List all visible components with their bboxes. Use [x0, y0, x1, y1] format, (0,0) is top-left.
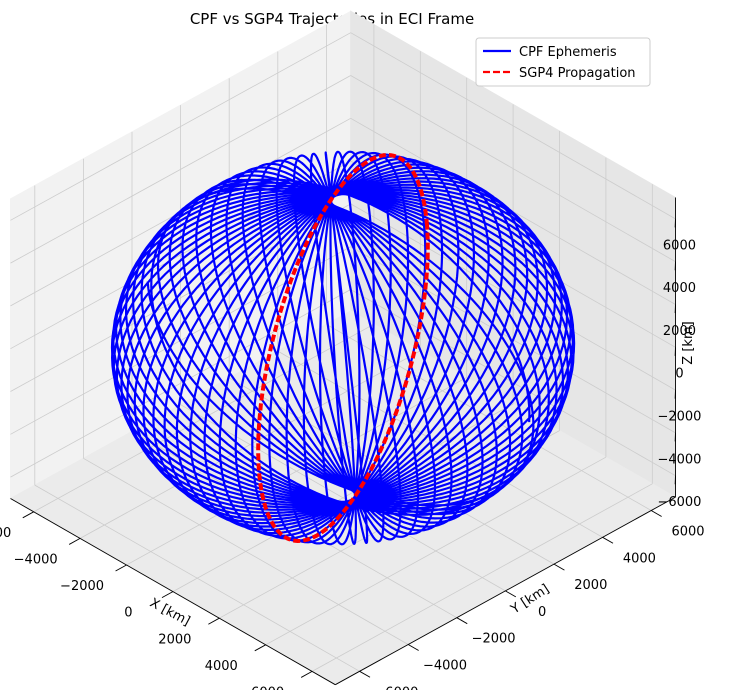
legend: CPF Ephemeris SGP4 Propagation	[475, 37, 651, 87]
y-tick-mark	[650, 510, 662, 517]
y-tick-label: 0	[538, 605, 546, 620]
x-tick-mark	[161, 591, 174, 599]
x-tick-label: −4000	[14, 553, 58, 568]
tick-marks: −6000−6000−6000−4000−4000−4000−2000−2000…	[0, 218, 705, 690]
z-tick-label: 4000	[663, 281, 696, 296]
y-tick-label: 6000	[671, 524, 704, 539]
y-tick-mark	[553, 563, 565, 571]
series-layer	[110, 150, 576, 546]
grid-lines	[10, 24, 676, 672]
grid-line-x-floor	[219, 430, 560, 619]
y-tick-mark	[359, 670, 371, 678]
x-tick-mark	[22, 511, 34, 519]
z-tick-label: −6000	[657, 495, 701, 510]
y-tick-label: −4000	[423, 658, 467, 673]
x-tick-label: 6000	[251, 686, 284, 690]
x-tick-mark	[208, 617, 220, 625]
chart-title: CPF vs SGP4 Trajectories in ECI Frame	[190, 10, 474, 28]
x-tick-label: −2000	[60, 579, 104, 594]
y-tick-mark	[456, 617, 468, 625]
grid-line-x-floor	[265, 456, 607, 646]
y-tick-label: −6000	[374, 685, 418, 690]
z-tick-label: 0	[675, 367, 683, 382]
z-tick-label: −2000	[657, 409, 701, 424]
x-tick-label: 4000	[205, 659, 238, 674]
grid-line-z-left	[10, 32, 351, 221]
x-tick-label: 2000	[158, 632, 191, 647]
z-tick-label: −4000	[657, 452, 701, 467]
legend-label-cpf: CPF Ephemeris	[519, 45, 617, 60]
x-axis-label: X [km]	[147, 596, 192, 630]
y-tick-label: 2000	[574, 578, 607, 593]
legend-label-sgp4: SGP4 Propagation	[519, 66, 636, 81]
grid-line-y-floor	[180, 404, 506, 592]
y-tick-label: 4000	[623, 551, 656, 566]
x-tick-mark	[68, 538, 81, 545]
grid-line-z-back	[350, 32, 676, 220]
x-tick-mark	[115, 564, 127, 572]
z-tick-label: 6000	[663, 238, 696, 253]
y-tick-label: −2000	[472, 632, 516, 647]
series-line-cpf-ephemeris	[110, 150, 576, 546]
grid-line-y-floor	[277, 350, 603, 538]
y-tick-mark	[602, 536, 614, 544]
z-axis-label: Z [km]	[681, 321, 696, 364]
x-tick-mark	[300, 671, 313, 678]
grid-line-y-floor	[326, 323, 652, 511]
y-tick-mark	[407, 644, 419, 651]
legend-frame	[475, 37, 651, 87]
grid-line-x-floor	[311, 483, 653, 672]
grid-line-z-left	[10, 75, 351, 264]
x-tick-mark	[254, 644, 266, 652]
series-line-sgp4-propagation	[256, 153, 430, 543]
x-tick-label: 0	[124, 606, 132, 621]
y-tick-mark	[505, 590, 517, 598]
grid-line-z-back	[350, 75, 676, 263]
x-tick-label: −6000	[0, 526, 11, 541]
z-tick-label: 2000	[663, 324, 696, 339]
